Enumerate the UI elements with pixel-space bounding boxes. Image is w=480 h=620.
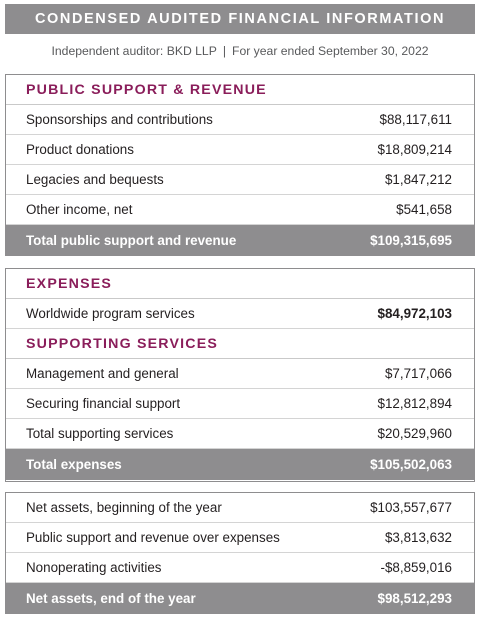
table-row: Public support and revenue over expenses… xyxy=(6,523,474,553)
total-label: Total public support and revenue xyxy=(26,233,237,248)
table-row: Legacies and bequests $1,847,212 xyxy=(6,165,474,195)
report-title-banner: CONDENSED AUDITED FINANCIAL INFORMATION xyxy=(5,4,475,34)
row-label: Legacies and bequests xyxy=(26,172,164,187)
total-value: $105,502,063 xyxy=(370,457,452,472)
table-row: Total supporting services $20,529,960 xyxy=(6,419,474,449)
row-value: $1,847,212 xyxy=(384,172,452,187)
row-label: Worldwide program services xyxy=(26,306,195,321)
subtitle-separator: | xyxy=(222,44,227,58)
net-assets-total-row: Net assets, end of the year $98,512,293 xyxy=(6,583,474,614)
report-subtitle: Independent auditor: BKD LLP | For year en… xyxy=(5,44,475,58)
row-label: Net assets, beginning of the year xyxy=(26,500,222,515)
table-row: Securing financial support $12,812,894 xyxy=(6,389,474,419)
row-label: Management and general xyxy=(26,366,179,381)
total-label: Net assets, end of the year xyxy=(26,591,196,606)
row-value: $103,557,677 xyxy=(370,500,452,515)
row-value: -$8,859,016 xyxy=(380,560,452,575)
auditor-text: Independent auditor: BKD LLP xyxy=(51,44,217,58)
period-text: For year ended September 30, 2022 xyxy=(232,44,429,58)
total-value: $98,512,293 xyxy=(377,591,452,606)
table-row: Sponsorships and contributions $88,117,6… xyxy=(6,105,474,135)
row-value: $18,809,214 xyxy=(377,142,452,157)
total-value: $109,315,695 xyxy=(370,233,452,248)
expenses-heading: EXPENSES xyxy=(6,269,474,299)
net-assets-panel: Net assets, beginning of the year $103,5… xyxy=(5,492,475,614)
supporting-services-heading: SUPPORTING SERVICES xyxy=(6,329,474,359)
table-row: Worldwide program services $84,972,103 xyxy=(6,299,474,329)
row-label: Nonoperating activities xyxy=(26,560,162,575)
revenue-panel: PUBLIC SUPPORT & REVENUE Sponsorships an… xyxy=(5,74,475,256)
expenses-panel: EXPENSES Worldwide program services $84,… xyxy=(5,268,475,482)
report-title: CONDENSED AUDITED FINANCIAL INFORMATION xyxy=(34,11,446,27)
revenue-heading: PUBLIC SUPPORT & REVENUE xyxy=(6,75,474,105)
row-value: $84,972,103 xyxy=(377,306,452,321)
revenue-total-row: Total public support and revenue $109,31… xyxy=(6,225,474,256)
row-label: Sponsorships and contributions xyxy=(26,112,213,127)
expenses-total-row: Total expenses $105,502,063 xyxy=(6,449,474,480)
row-label: Other income, net xyxy=(26,202,133,217)
row-value: $3,813,632 xyxy=(384,530,452,545)
table-row: Net assets, beginning of the year $103,5… xyxy=(6,493,474,523)
row-label: Product donations xyxy=(26,142,134,157)
row-label: Public support and revenue over expenses xyxy=(26,530,280,545)
total-label: Total expenses xyxy=(26,457,122,472)
row-value: $12,812,894 xyxy=(377,396,452,411)
row-label: Total supporting services xyxy=(26,426,174,441)
row-label: Securing financial support xyxy=(26,396,181,411)
row-value: $7,717,066 xyxy=(384,366,452,381)
table-row: Nonoperating activities -$8,859,016 xyxy=(6,553,474,583)
row-value: $541,658 xyxy=(396,202,452,217)
row-value: $20,529,960 xyxy=(377,426,452,441)
row-value: $88,117,611 xyxy=(379,112,452,127)
table-row: Product donations $18,809,214 xyxy=(6,135,474,165)
table-row: Management and general $7,717,066 xyxy=(6,359,474,389)
table-row: Other income, net $541,658 xyxy=(6,195,474,225)
